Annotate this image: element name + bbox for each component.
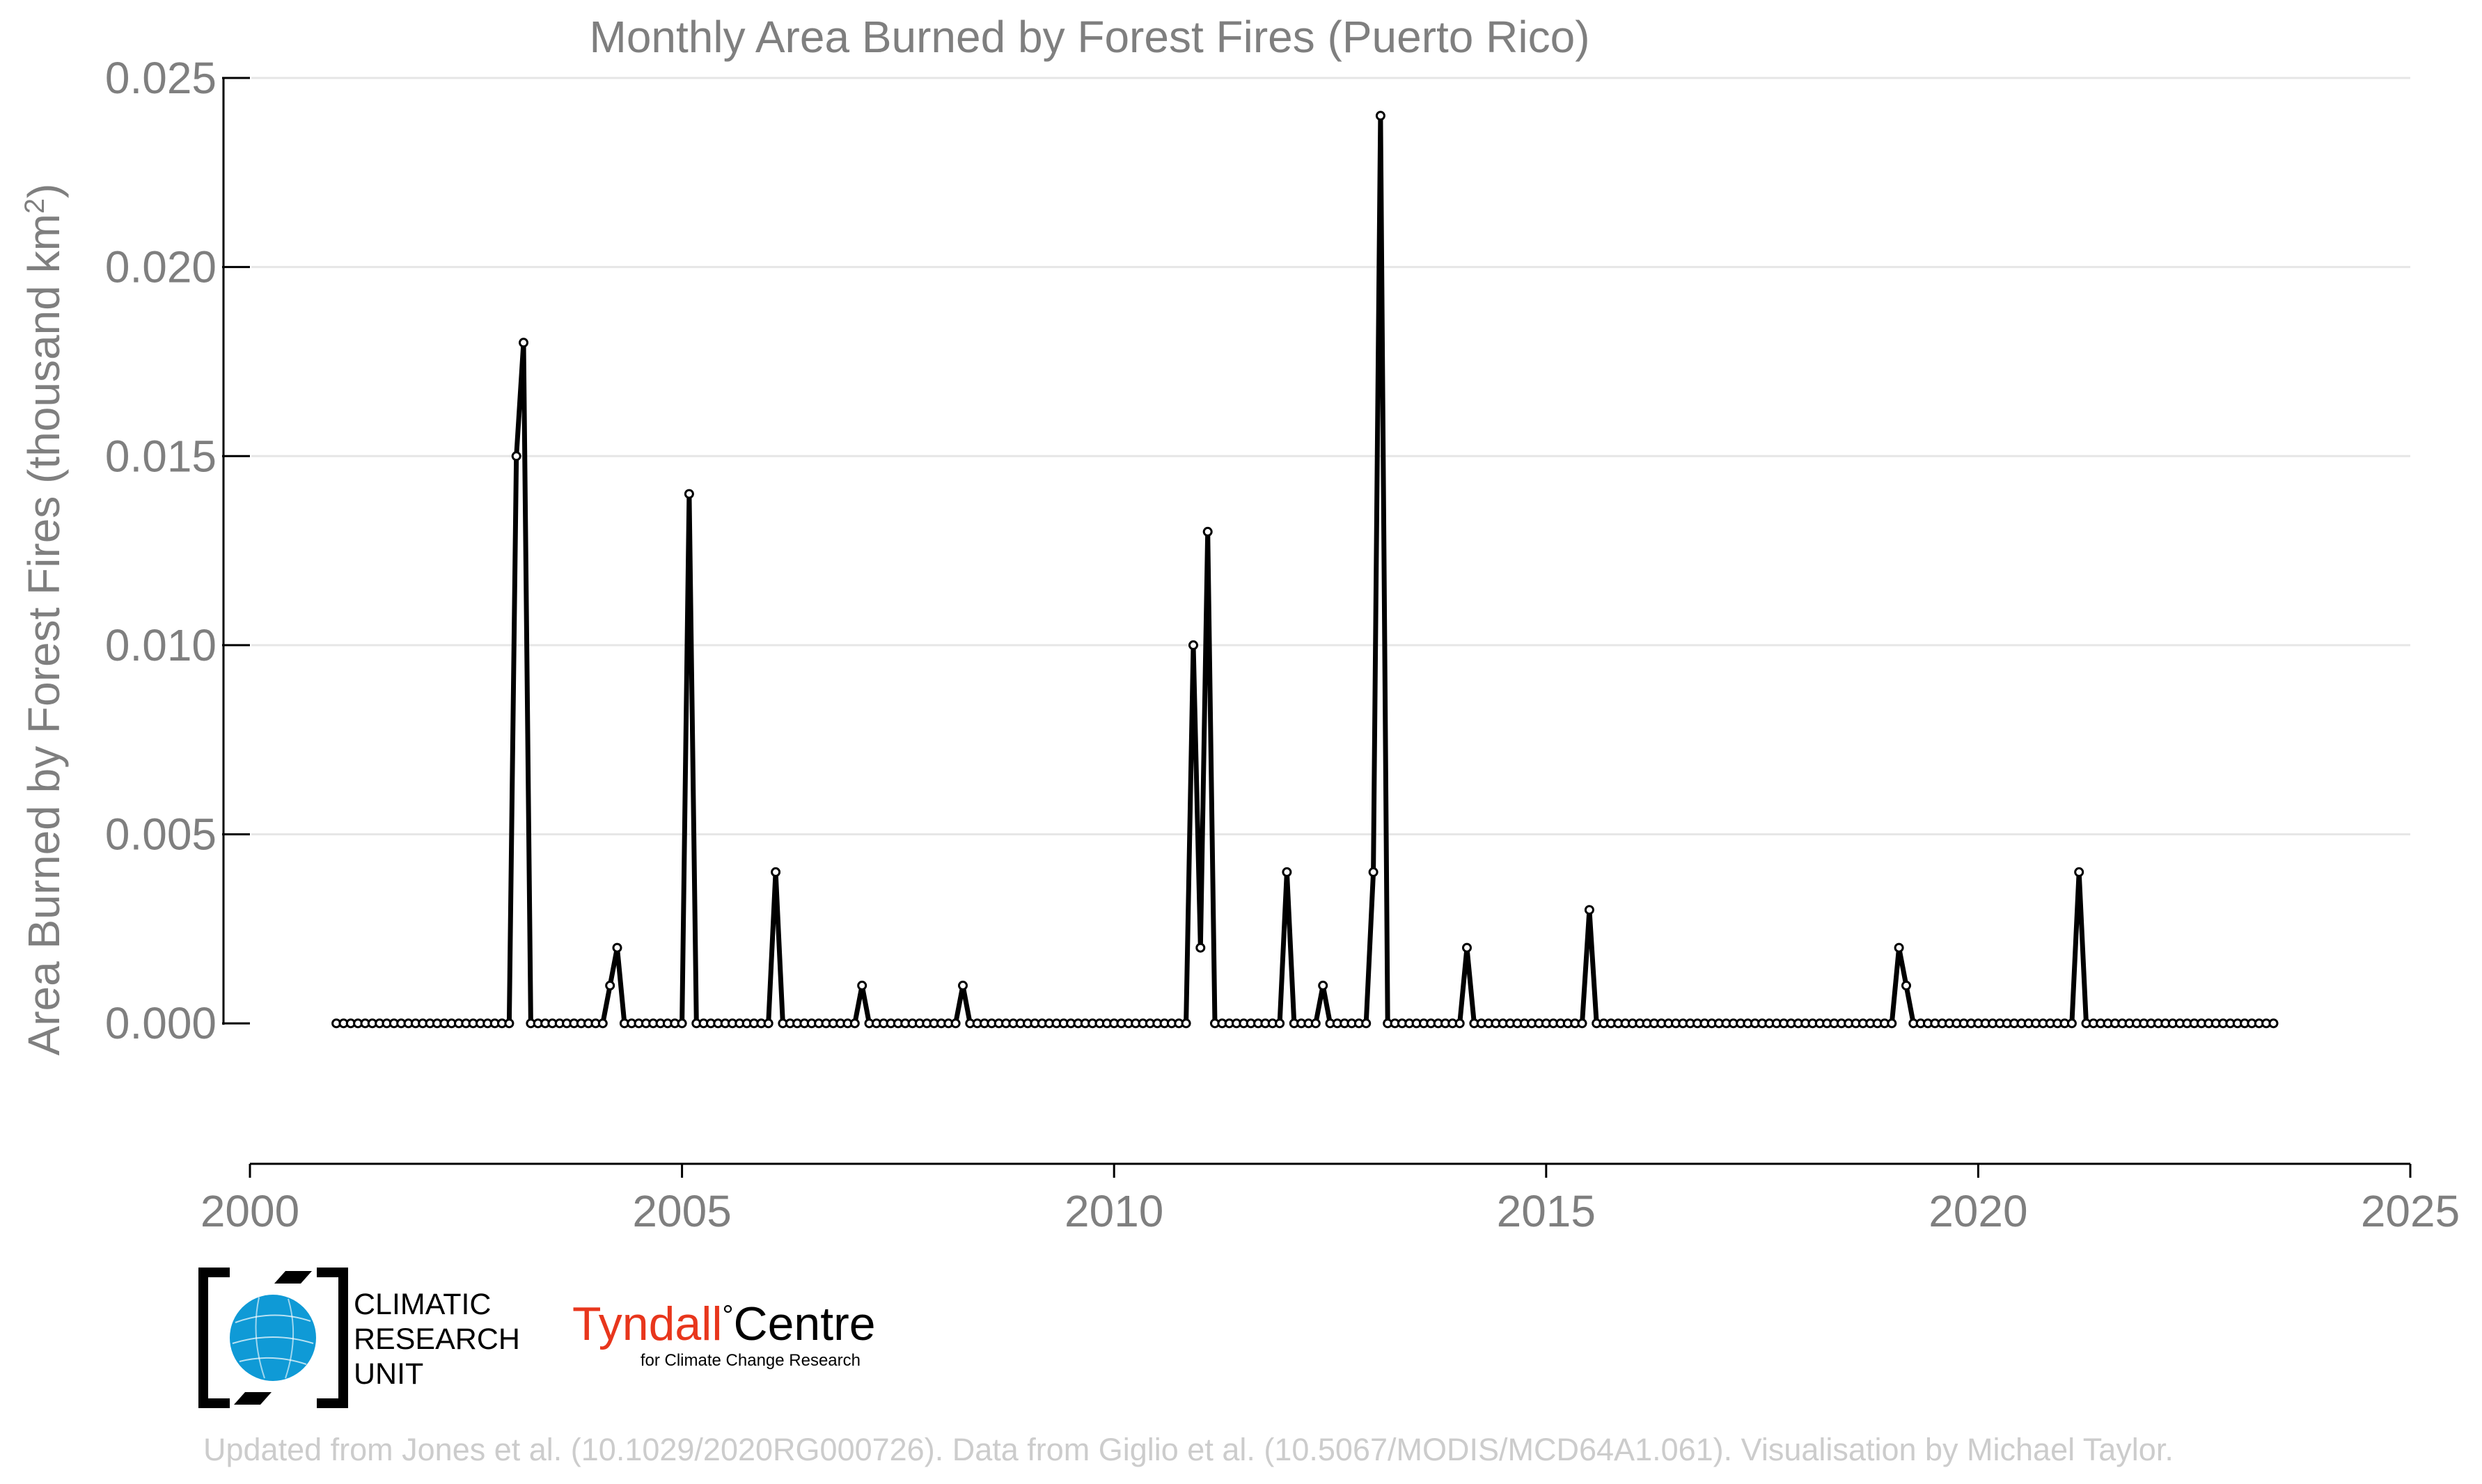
tyndall-degree: ° [722, 1300, 733, 1331]
data-point [1202, 526, 1213, 537]
data-point [684, 489, 694, 499]
data-point [1368, 867, 1379, 877]
x-tick-label: 2005 [632, 1186, 731, 1236]
x-tick-label: 2010 [1065, 1186, 1163, 1236]
data-point [519, 338, 528, 348]
y-axis-label: Area Burned by Forest Fires (thousand km… [19, 184, 69, 1056]
y-tick-label: 0.025 [105, 53, 217, 103]
data-point [771, 867, 781, 877]
data-point [1361, 1018, 1372, 1029]
y-axis-label-main: Area Burned by Forest Fires (thousand km [19, 214, 69, 1055]
data-point [958, 980, 968, 990]
x-tick-label: 2000 [201, 1186, 299, 1236]
data-point [1454, 1018, 1465, 1029]
footer-credit: Updated from Jones et al. (10.1029/2020R… [203, 1432, 2174, 1467]
data-point [1375, 111, 1385, 121]
data-point [1188, 640, 1198, 650]
data-point [1275, 1018, 1285, 1029]
cru-line-1: CLIMATIC [354, 1288, 492, 1321]
y-tick-label: 0.015 [105, 431, 217, 481]
data-point [1318, 980, 1328, 990]
y-axis-label-superscript: 2 [19, 198, 50, 214]
data-point [677, 1018, 687, 1029]
data-point [950, 1018, 961, 1029]
data-point [1887, 1018, 1897, 1029]
series-line [336, 116, 2274, 1026]
series-area-burned [331, 111, 2279, 1029]
x-tick-label: 2020 [1929, 1186, 2027, 1236]
y-tick-label: 0.005 [105, 810, 217, 860]
data-point [857, 980, 867, 990]
cru-line-2: RESEARCH [354, 1323, 520, 1356]
y-axis-label-suffix: ) [19, 184, 69, 198]
data-point [1584, 905, 1594, 915]
data-point [1195, 942, 1206, 953]
tyndall-name: Tyndall [572, 1297, 722, 1350]
data-point [605, 980, 615, 990]
x-tick-labels: 2000 2005 2010 2015 2020 2025 [201, 1186, 2460, 1236]
x-tick-label: 2025 [2361, 1186, 2460, 1236]
data-point [1901, 980, 1911, 990]
tyndall-wordmark: Tyndall°Centre [572, 1297, 876, 1350]
data-point [1181, 1018, 1191, 1029]
tyndall-subtitle: for Climate Change Research [641, 1351, 861, 1370]
data-point [612, 942, 622, 953]
x-tick-label: 2015 [1497, 1186, 1596, 1236]
data-point [763, 1018, 773, 1029]
y-tick-labels: 0.000 0.005 0.010 0.015 0.020 0.025 [105, 53, 217, 1048]
gridlines [251, 77, 2410, 836]
data-point [504, 1018, 515, 1029]
data-point [1462, 942, 1472, 953]
data-point [1577, 1018, 1587, 1029]
data-point [597, 1018, 608, 1029]
data-point [1894, 942, 1904, 953]
y-tick-label: 0.020 [105, 242, 217, 292]
data-point [2066, 1018, 2077, 1029]
data-point [849, 1018, 860, 1029]
tyndall-logo: Tyndall°Centre for Climate Change Resear… [572, 1297, 876, 1370]
data-point [1282, 867, 1292, 877]
y-tick-label: 0.000 [105, 998, 217, 1048]
data-point [2074, 867, 2084, 877]
cru-logo: CLIMATIC RESEARCH UNIT [198, 1268, 520, 1408]
axes [222, 77, 2412, 1178]
data-point [2268, 1018, 2279, 1029]
data-point [1310, 1018, 1321, 1029]
y-tick-label: 0.010 [105, 620, 217, 670]
chart-title: Monthly Area Burned by Forest Fires (Pue… [590, 12, 1590, 62]
tyndall-centre: Centre [733, 1297, 875, 1350]
data-point [511, 451, 521, 461]
cru-line-3: UNIT [354, 1357, 423, 1391]
